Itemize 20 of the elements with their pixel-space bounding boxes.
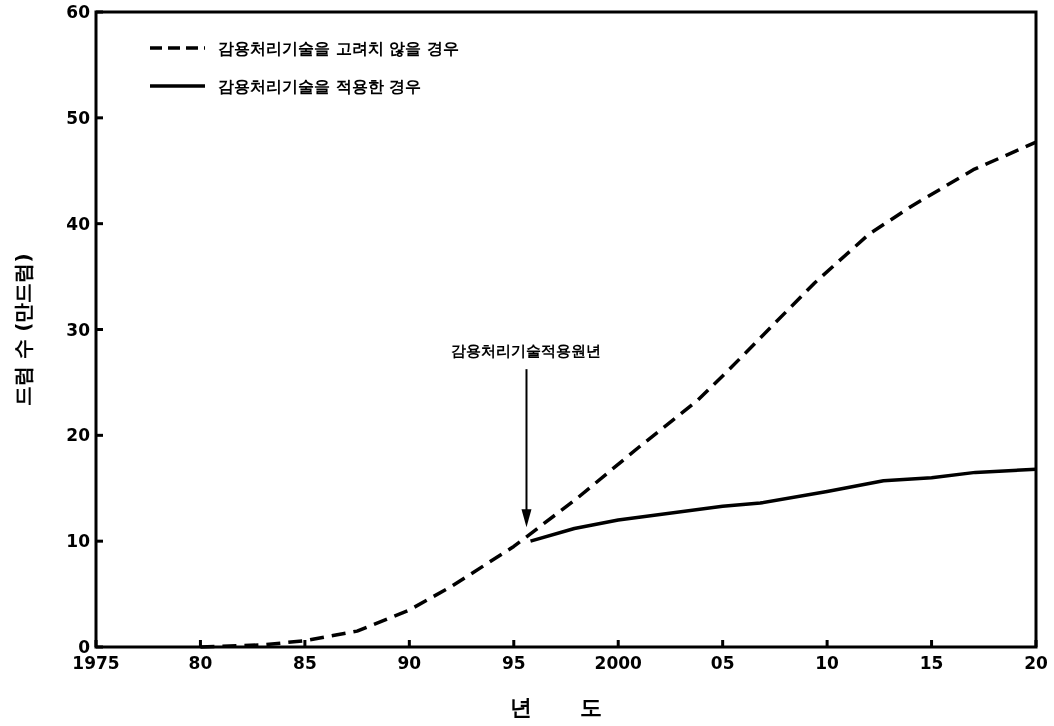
- x-tick-label: 05: [710, 653, 735, 673]
- legend-label: 감용처리기술을 적용한 경우: [218, 77, 422, 96]
- x-axis-title: 년 도: [510, 695, 622, 720]
- y-tick-label: 30: [66, 319, 91, 340]
- legend-label: 감용처리기술을 고려치 않을 경우: [218, 39, 459, 58]
- x-tick-label: 80: [188, 653, 213, 673]
- y-tick-label: 50: [66, 107, 91, 128]
- x-tick-label: 90: [397, 653, 422, 673]
- y-tick-label: 40: [66, 213, 91, 234]
- y-tick-label: 60: [66, 2, 91, 22]
- x-tick-label: 85: [293, 653, 317, 673]
- y-tick-label: 10: [66, 531, 91, 552]
- y-axis-title: 드럼 수 (만드럼): [11, 253, 35, 406]
- y-tick-label: 20: [66, 425, 91, 446]
- annotation: 감용처리기술적용원년: [451, 342, 602, 361]
- x-tick-label: 10: [815, 653, 840, 673]
- x-tick-label: 20: [1024, 653, 1048, 673]
- x-tick-label: 15: [919, 653, 944, 673]
- x-tick-label: 2000: [594, 653, 643, 673]
- x-tick-label: 95: [501, 653, 526, 673]
